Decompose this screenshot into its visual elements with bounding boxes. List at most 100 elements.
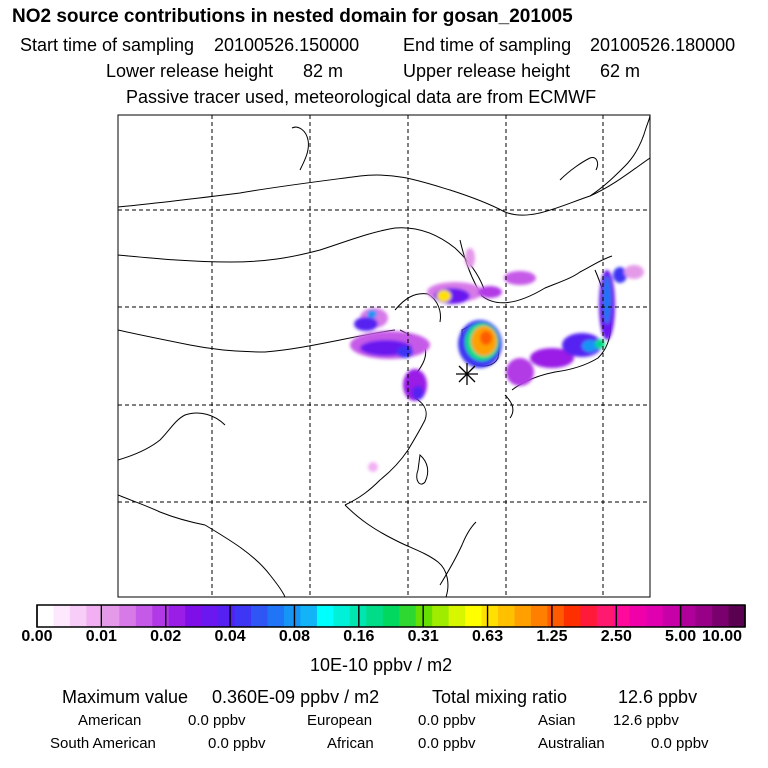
colorbar-tick-label: 0.00 xyxy=(21,628,53,645)
colorbar-swatch xyxy=(646,605,664,627)
lower-release-label: Lower release height xyxy=(106,61,274,81)
colorbar-swatch xyxy=(102,605,120,627)
colorbar-swatch xyxy=(86,605,104,627)
colorbar-frame xyxy=(36,604,746,628)
total-mixing-value: 12.6 ppbv xyxy=(618,687,698,707)
mongolia-border-line xyxy=(118,227,486,293)
total-mixing-label: Total mixing ratio xyxy=(432,687,568,707)
region-value: 0.0 ppbv xyxy=(418,712,476,729)
max-value: 0.360E-09 ppbv / m2 xyxy=(212,687,380,707)
southwest-border-line xyxy=(118,494,206,526)
lower-release-value: 82 m xyxy=(303,61,344,81)
gridlines xyxy=(118,115,650,597)
colorbar-swatch xyxy=(629,605,647,627)
lake-baikal-line xyxy=(291,126,309,171)
region-value: 0.0 ppbv xyxy=(651,735,709,752)
colorbar-swatch xyxy=(432,605,450,627)
colorbar-swatch xyxy=(465,605,483,627)
colorbar-swatch xyxy=(201,605,219,627)
colorbar-tick-label: 1.25 xyxy=(536,628,568,645)
colorbar-swatch xyxy=(382,605,400,627)
colorbar-swatch xyxy=(234,605,252,627)
region-name: American xyxy=(78,712,142,729)
page-title: NO2 source contributions in nested domai… xyxy=(12,6,573,27)
colorbar-swatch xyxy=(267,605,285,627)
colorbar-tick-label: 0.16 xyxy=(343,628,375,645)
colorbar-swatch xyxy=(251,605,269,627)
kyushu-line xyxy=(504,394,514,419)
colorbar xyxy=(36,604,746,628)
colorbar-swatch xyxy=(514,605,532,627)
colorbar-tick-label: 5.00 xyxy=(665,628,697,645)
start-time-value: 20100526.150000 xyxy=(214,35,360,55)
region-value: 0.0 ppbv xyxy=(208,735,266,752)
region-value: 0.0 ppbv xyxy=(188,712,246,729)
colorbar-swatch xyxy=(481,605,499,627)
colorbar-swatch xyxy=(185,605,203,627)
colorbar-swatch xyxy=(69,605,87,627)
colorbar-swatch xyxy=(662,605,680,627)
upper-release-value: 62 m xyxy=(600,61,641,81)
max-value-label: Maximum value xyxy=(62,687,189,707)
region-name: South American xyxy=(50,735,156,752)
colorbar-swatch xyxy=(168,605,186,627)
colorbar-tick-label: 0.63 xyxy=(471,628,504,645)
taiwan-line xyxy=(416,454,429,485)
indochina-border-line xyxy=(204,524,286,597)
colorbar-swatch xyxy=(563,605,581,627)
colorbar-swatch xyxy=(498,605,516,627)
colorbar-swatch xyxy=(53,605,71,627)
china-inner-border-line xyxy=(118,329,396,353)
region-name: African xyxy=(327,735,374,752)
colorbar-unit: 10E-10 ppbv / m2 xyxy=(310,655,453,675)
colorbar-swatch xyxy=(530,605,549,627)
russia-coast-line xyxy=(589,115,650,197)
colorbar-tick-label: 2.50 xyxy=(600,628,632,645)
colorbar-tick-label: 0.31 xyxy=(407,628,439,645)
colorbar-swatch xyxy=(316,605,334,627)
tracer-note: Passive tracer used, meteorological data… xyxy=(126,87,597,107)
colorbar-swatch xyxy=(37,605,55,627)
region-name: European xyxy=(307,712,373,729)
colorbar-tick-label: 0.02 xyxy=(150,628,182,645)
colorbar-tick-label: 0.01 xyxy=(85,628,117,645)
colorbar-tick-label: 0.08 xyxy=(278,628,311,645)
end-time-value: 20100526.180000 xyxy=(590,35,736,55)
northern-border-line xyxy=(118,157,650,216)
colorbar-swatch xyxy=(728,605,746,627)
map-frame xyxy=(117,114,651,598)
philippines-line xyxy=(439,521,477,586)
colorbar-swatch xyxy=(712,605,730,627)
colorbar-swatch xyxy=(333,605,351,627)
colorbar-swatch xyxy=(547,605,565,627)
colorbar-swatch xyxy=(399,605,417,627)
colorbar-swatch xyxy=(218,605,236,627)
south-china-coast-line xyxy=(344,504,449,597)
region-value: 12.6 ppbv xyxy=(613,712,679,729)
colorbar-swatch xyxy=(300,605,318,627)
himalaya-border-line xyxy=(118,412,226,461)
colorbar-swatch xyxy=(679,605,697,627)
colorbar-swatch xyxy=(448,605,466,627)
receptor-star-icon xyxy=(456,363,478,385)
end-time-label: End time of sampling xyxy=(403,35,572,55)
colorbar-swatch xyxy=(580,605,598,627)
colorbar-swatch xyxy=(152,605,170,627)
sakhalin-line xyxy=(559,157,599,181)
region-name: Australian xyxy=(538,735,605,752)
colorbar-swatch xyxy=(366,605,384,627)
colorbar-swatch xyxy=(695,605,713,627)
colorbar-swatch xyxy=(415,605,433,627)
colorbar-swatch xyxy=(613,605,631,627)
region-name: Asian xyxy=(538,712,576,729)
colorbar-swatch xyxy=(135,605,153,627)
concentration-plume xyxy=(350,248,644,472)
colorbar-swatch xyxy=(283,605,302,627)
colorbar-tick-label: 10.00 xyxy=(701,628,743,645)
northeast-border-line xyxy=(459,239,613,304)
start-time-label: Start time of sampling xyxy=(20,35,195,55)
region-value: 0.0 ppbv xyxy=(418,735,476,752)
upper-release-label: Upper release height xyxy=(403,61,571,81)
colorbar-tick-label: 0.04 xyxy=(214,628,246,645)
